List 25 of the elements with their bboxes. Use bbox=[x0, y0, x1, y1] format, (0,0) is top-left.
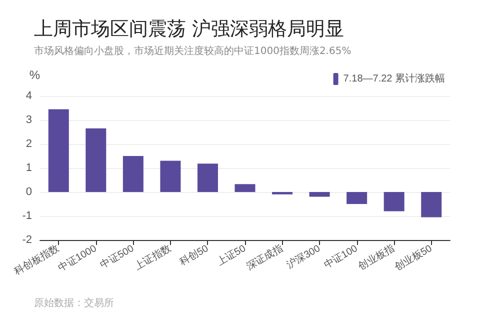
bar bbox=[48, 109, 69, 192]
legend-label: 7.18—7.22 累计涨跌幅 bbox=[343, 72, 446, 84]
chart-subtitle: 市场风格偏向小盘股，市场近期关注度较高的中证1000指数周涨2.65% bbox=[34, 44, 352, 58]
bar bbox=[122, 156, 144, 192]
bar bbox=[384, 192, 404, 212]
bar bbox=[234, 184, 256, 192]
y-tick-label: 3 bbox=[26, 114, 32, 126]
chart-title: 上周市场区间震荡 沪强深弱格局明显 bbox=[34, 17, 344, 42]
x-tick-label: 沪深300 bbox=[284, 242, 323, 272]
y-axis-title: % bbox=[29, 68, 40, 82]
bar bbox=[160, 160, 181, 192]
x-tick-label: 深证成指 bbox=[244, 242, 286, 273]
y-tick-label: -1 bbox=[22, 210, 32, 222]
y-tick-label: 0 bbox=[26, 186, 32, 198]
y-tick-label: -2 bbox=[22, 234, 32, 246]
text: 原始数据：交易所 bbox=[34, 296, 114, 310]
bar bbox=[86, 128, 106, 192]
bar bbox=[421, 192, 442, 218]
y-tick-label: 4 bbox=[26, 90, 32, 102]
y-tick-label: 2 bbox=[26, 138, 32, 150]
bar bbox=[346, 192, 368, 204]
y-tick-label: 1 bbox=[26, 162, 32, 174]
x-tick-label: 科创50 bbox=[178, 242, 211, 268]
bar bbox=[309, 192, 330, 197]
bar bbox=[197, 164, 218, 192]
